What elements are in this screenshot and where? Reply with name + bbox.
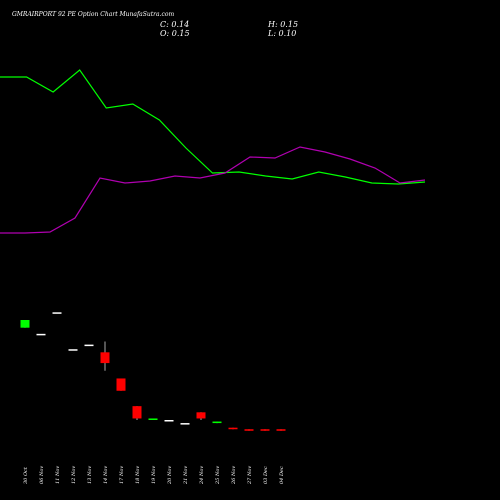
candle-body bbox=[180, 423, 190, 425]
x-tick-label: 03 Dec bbox=[263, 466, 269, 484]
chart-title: GMRAIRPORT 92 PE Option Chart MunafaSutr… bbox=[12, 11, 175, 18]
candle-body bbox=[260, 429, 270, 431]
low-readout: L: 0.10 bbox=[268, 29, 297, 38]
x-tick-label: 04 Dec bbox=[279, 466, 285, 484]
candle-3 bbox=[52, 312, 62, 314]
candle-13 bbox=[212, 421, 222, 424]
candle-body bbox=[228, 427, 238, 430]
x-tick-label: 11 Nov bbox=[55, 466, 61, 484]
indicator-line-2 bbox=[0, 146, 426, 234]
candle-16 bbox=[260, 429, 270, 431]
x-tick-label: 14 Nov bbox=[103, 466, 109, 484]
open-readout: O: 0.15 bbox=[160, 29, 190, 38]
high-readout: H: 0.15 bbox=[268, 20, 299, 29]
candle-6 bbox=[100, 341, 110, 371]
candle-body bbox=[244, 429, 254, 431]
candle-body bbox=[20, 320, 30, 328]
candle-4 bbox=[68, 349, 78, 351]
candle-5 bbox=[84, 344, 94, 347]
candle-7 bbox=[116, 378, 126, 391]
candle-body bbox=[52, 312, 62, 314]
candle-body bbox=[84, 344, 94, 347]
indicator-line-1 bbox=[0, 69, 426, 185]
candle-2 bbox=[36, 333, 46, 336]
candle-11 bbox=[180, 423, 190, 425]
x-tick-label: 26 Nov bbox=[231, 466, 237, 485]
candle-body bbox=[164, 420, 174, 422]
candle-10 bbox=[164, 420, 174, 422]
candle-body bbox=[148, 418, 158, 420]
close-readout: C: 0.14 bbox=[160, 20, 190, 29]
x-tick-label: 24 Nov bbox=[199, 466, 205, 485]
candle-body bbox=[132, 406, 142, 419]
candle-body bbox=[36, 333, 46, 336]
candle-body bbox=[100, 352, 110, 364]
candle-17 bbox=[276, 429, 286, 431]
x-tick-label: 21 Nov bbox=[183, 466, 189, 485]
x-tick-label: 06 Nov bbox=[39, 466, 45, 484]
x-tick-label: 30 Oct bbox=[23, 466, 29, 484]
candle-9 bbox=[148, 418, 158, 420]
candle-body bbox=[276, 429, 286, 431]
x-axis-ticks: 30 Oct 06 Nov 11 Nov 12 Nov 13 Nov 14 Nov 17 N… bbox=[23, 466, 285, 485]
x-tick-label: 27 Nov bbox=[247, 466, 253, 485]
candle-body bbox=[212, 421, 222, 424]
indicator-lines bbox=[0, 69, 426, 234]
x-tick-label: 25 Nov bbox=[215, 466, 221, 485]
x-tick-label: 18 Nov bbox=[135, 466, 141, 484]
candle-15 bbox=[244, 429, 254, 431]
x-tick-label: 13 Nov bbox=[87, 466, 93, 484]
candle-12 bbox=[196, 412, 206, 420]
x-tick-label: 17 Nov bbox=[119, 466, 125, 484]
candle-14 bbox=[228, 427, 238, 430]
candle-body bbox=[116, 378, 126, 391]
candle-1 bbox=[20, 320, 30, 328]
candles bbox=[20, 312, 286, 431]
candle-body bbox=[68, 349, 78, 351]
x-tick-label: 19 Nov bbox=[151, 466, 157, 484]
x-tick-label: 12 Nov bbox=[71, 466, 77, 484]
candle-body bbox=[196, 412, 206, 419]
candle-8 bbox=[132, 406, 142, 420]
x-tick-label: 20 Nov bbox=[167, 466, 173, 485]
